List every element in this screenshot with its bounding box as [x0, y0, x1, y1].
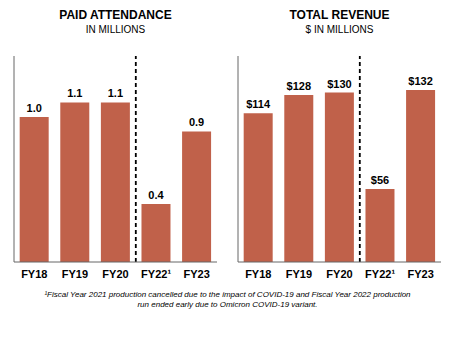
html-text:$ IN MILLIONS: $ IN MILLIONS: [305, 24, 374, 35]
svg-text:$132: $132: [408, 75, 432, 87]
svg-text:FY20: FY20: [102, 268, 128, 280]
svg-text:FY19: FY19: [62, 268, 88, 280]
svg-text:FY20: FY20: [326, 268, 352, 280]
svg-text:$130: $130: [327, 78, 351, 90]
html-text:¹Fiscal Year 2021 production c: ¹Fiscal Year 2021 production cancelled d…: [44, 290, 411, 309]
svg-text:$114: $114: [246, 98, 271, 110]
html-text:IN MILLIONS: IN MILLIONS: [85, 24, 146, 35]
svg-text:0.4: 0.4: [148, 189, 164, 201]
svg-text:1.0: 1.0: [27, 102, 42, 114]
svg-text:FY23: FY23: [184, 268, 210, 280]
svg-text:FY22¹: FY22¹: [141, 268, 171, 280]
svg-text:$56: $56: [371, 174, 389, 186]
svg-text:1.1: 1.1: [108, 87, 123, 99]
html-text:TOTAL REVENUE: TOTAL REVENUE: [289, 8, 390, 22]
svg-text:FY18: FY18: [21, 268, 47, 280]
svg-text:FY18: FY18: [245, 268, 271, 280]
svg-text:FY23: FY23: [408, 268, 434, 280]
html-text:PAID ATTENDANCE: PAID ATTENDANCE: [59, 8, 172, 22]
svg-text:0.9: 0.9: [189, 116, 204, 128]
svg-text:FY22¹: FY22¹: [365, 268, 395, 280]
svg-text:$128: $128: [287, 80, 311, 92]
svg-text:FY19: FY19: [286, 268, 312, 280]
svg-text:1.1: 1.1: [67, 87, 82, 99]
